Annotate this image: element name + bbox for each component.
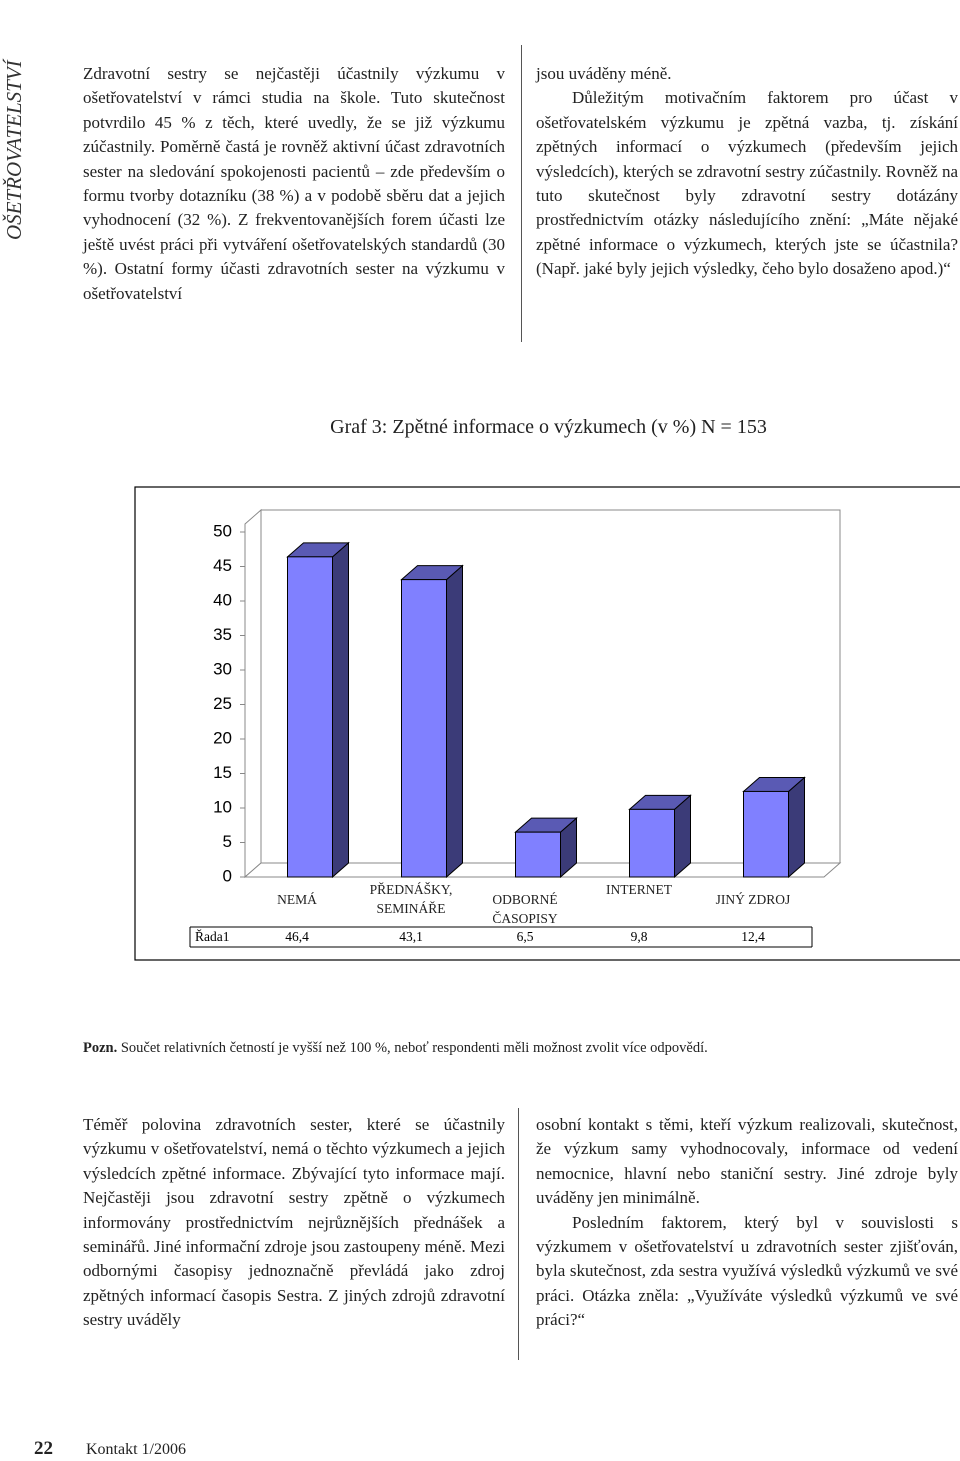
- y-tick-label: 15: [213, 763, 232, 782]
- x-tick-label: JINÝ ZDROJ: [715, 892, 791, 907]
- paragraph: Důležitým motivačním faktorem pro účast …: [536, 88, 958, 279]
- y-tick-label: 50: [213, 521, 232, 540]
- note: Pozn. Součet relativních četností je vyš…: [83, 1040, 708, 1057]
- y-tick-label: 45: [213, 556, 232, 575]
- bar: [287, 556, 333, 878]
- bar: [515, 831, 561, 878]
- paragraph: Téměř polovina zdravotních sester, které…: [83, 1115, 505, 1330]
- y-tick-label: 5: [223, 832, 232, 851]
- y-tick-label: 10: [213, 797, 232, 816]
- value-label: 12,4: [741, 929, 765, 944]
- y-tick-label: 35: [213, 625, 232, 644]
- value-label: 9,8: [631, 929, 648, 944]
- divider: [521, 45, 522, 342]
- bar: [401, 579, 447, 878]
- paragraph: Posledním faktorem, který byl v souvislo…: [536, 1212, 958, 1330]
- note-label: Pozn.: [83, 1040, 118, 1056]
- paragraph: Zdravotní sestry se nejčastěji účastnily…: [83, 64, 505, 303]
- x-tick-label: ODBORNÉ ČASOPISY: [492, 892, 558, 926]
- value-label: 6,5: [517, 929, 534, 944]
- column: osobní kontakt s těmi, kteří výzkum real…: [536, 1113, 958, 1333]
- y-tick-label: 40: [213, 590, 232, 609]
- paragraph: osobní kontakt s těmi, kteří výzkum real…: [536, 1115, 958, 1208]
- x-tick-label: NEMÁ: [277, 892, 317, 907]
- legend-label: Řada1: [195, 929, 230, 944]
- column: jsou uváděny méně. Důležitým motivačním f…: [536, 62, 958, 282]
- value-label: 43,1: [399, 929, 423, 944]
- page-number: 22: [34, 1438, 53, 1459]
- x-tick-label: INTERNET: [606, 882, 672, 897]
- side-wall: [244, 508, 262, 879]
- bar: [629, 808, 675, 878]
- note-text: Součet relativních četností je vyšší než…: [120, 1040, 708, 1056]
- y-tick-label: 0: [223, 866, 232, 885]
- y-tick-label: 30: [213, 659, 232, 678]
- chart-title: Graf 3: Zpětné informace o výzkumech (v …: [330, 416, 767, 438]
- column: Zdravotní sestry se nejčastěji účastnily…: [83, 62, 505, 306]
- x-tick-label: PŘEDNÁŠKY, SEMINÁŘE: [369, 882, 453, 916]
- bar: [743, 790, 789, 878]
- bar-side: [446, 564, 463, 879]
- bar-side: [788, 776, 805, 879]
- divider: [518, 1108, 519, 1360]
- y-tick-label: 25: [213, 694, 232, 713]
- bar-side: [332, 541, 349, 879]
- column: Téměř polovina zdravotních sester, které…: [83, 1113, 505, 1333]
- y-tick-label: 20: [213, 728, 232, 747]
- chart-frame: [134, 486, 960, 961]
- value-label: 46,4: [285, 929, 309, 944]
- paragraph: jsou uváděny méně.: [536, 64, 672, 83]
- journal: Kontakt 1/2006: [86, 1441, 186, 1458]
